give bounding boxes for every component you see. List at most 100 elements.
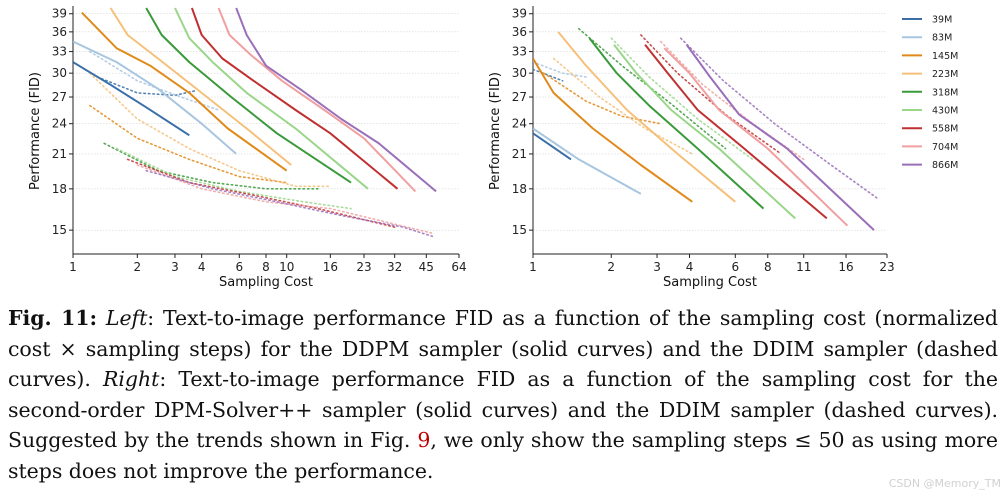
y-tick-label: 33 xyxy=(52,45,67,59)
figure-caption: Fig. 11: Left: Text-to-image performance… xyxy=(8,303,998,486)
y-tick-label: 18 xyxy=(52,182,67,196)
x-tick-label: 4 xyxy=(686,260,694,274)
series-line-83M xyxy=(73,40,237,155)
chart-legend: 39M 83M 145M 223M 318M 430M 558M 704M 866M xyxy=(902,15,958,171)
caption-left-label: Left xyxy=(105,306,148,330)
caption-right-text-1: : Text-to-image performance FID as a fun… xyxy=(8,367,998,452)
dashed-series-line-145M xyxy=(542,72,662,125)
dashed-series-line-318M xyxy=(103,142,319,190)
y-axis-label: Performance (FID) xyxy=(28,72,43,190)
dashed-series-line-558M xyxy=(126,158,396,228)
y-tick-label: 24 xyxy=(52,117,67,131)
series-line-318M xyxy=(588,37,765,210)
x-tick-label: 8 xyxy=(262,260,270,274)
series-line-39M xyxy=(73,61,190,137)
x-axis-label: Sampling Cost xyxy=(663,275,757,290)
x-tick-label: 8 xyxy=(764,260,772,274)
series-line-430M xyxy=(613,44,796,220)
dashed-series-line-83M xyxy=(533,61,587,78)
x-tick-label: 10 xyxy=(279,260,294,274)
caption-left-text: : Text-to-image performance FID as a fun… xyxy=(8,306,998,391)
series-line-39M xyxy=(533,132,572,161)
y-tick-label: 21 xyxy=(52,147,67,161)
caption-right-label: Right xyxy=(103,367,160,391)
dashed-series-line-39M xyxy=(96,76,198,97)
x-tick-label: 3 xyxy=(653,260,661,274)
dashed-series-line-558M xyxy=(640,34,782,155)
series-line-145M xyxy=(533,57,693,203)
y-tick-label: 39 xyxy=(512,7,527,21)
y-tick-label: 33 xyxy=(512,45,527,59)
x-tick-label: 3 xyxy=(171,260,179,274)
legend-label-223M: 223M xyxy=(932,69,958,80)
legend-label-430M: 430M xyxy=(932,106,958,117)
x-tick-label: 2 xyxy=(134,260,142,274)
legend-label-318M: 318M xyxy=(932,87,958,98)
y-tick-label: 30 xyxy=(52,66,67,80)
x-tick-label: 45 xyxy=(419,260,434,274)
dashed-series-line-223M xyxy=(89,72,332,188)
y-tick-label: 39 xyxy=(52,7,67,21)
series-line-145M xyxy=(81,11,288,172)
x-tick-label: 2 xyxy=(607,260,615,274)
plot-area xyxy=(73,7,437,238)
legend-label-558M: 558M xyxy=(932,124,958,135)
y-tick-label: 15 xyxy=(512,223,527,237)
legend-label-704M: 704M xyxy=(932,142,958,153)
series-line-866M xyxy=(685,44,875,231)
dashed-series-line-223M xyxy=(552,57,694,155)
legend-label-39M: 39M xyxy=(932,15,952,26)
watermark: CSDN @Memory_TM xyxy=(888,477,1001,490)
series-line-318M xyxy=(145,7,352,184)
caption-figure-reference[interactable]: 9 xyxy=(417,428,431,452)
y-tick-label: 36 xyxy=(52,25,67,39)
dashed-series-line-704M xyxy=(659,40,805,161)
series-line-430M xyxy=(174,7,369,190)
x-tick-label: 16 xyxy=(323,260,338,274)
dashed-series-line-145M xyxy=(89,104,288,184)
x-tick-label: 64 xyxy=(451,260,466,274)
y-axis-label: Performance (FID) xyxy=(488,72,503,190)
dashed-series-line-704M xyxy=(136,164,434,234)
x-tick-label: 32 xyxy=(387,260,402,274)
x-tick-label: 23 xyxy=(356,260,371,274)
y-tick-label: 21 xyxy=(512,147,527,161)
series-line-704M xyxy=(217,7,417,193)
y-tick-label: 15 xyxy=(52,223,67,237)
series-line-558M xyxy=(644,44,828,220)
dashed-series-line-39M xyxy=(533,68,564,82)
y-tick-label: 27 xyxy=(512,90,527,104)
caption-fig-label: Fig. 11: xyxy=(8,306,98,330)
legend-label-866M: 866M xyxy=(932,160,958,171)
series-line-866M xyxy=(235,7,437,193)
x-tick-label: 4 xyxy=(198,260,206,274)
y-tick-label: 36 xyxy=(512,25,527,39)
series-line-704M xyxy=(663,47,849,227)
y-tick-label: 18 xyxy=(512,182,527,196)
caption-right-text-2: , we only show the sampling steps ≤ 50 a… xyxy=(8,428,998,483)
x-tick-label: 11 xyxy=(796,260,811,274)
x-tick-label: 23 xyxy=(879,260,894,274)
y-tick-label: 30 xyxy=(512,66,527,80)
dashed-series-line-866M xyxy=(145,169,434,238)
x-tick-label: 1 xyxy=(529,260,537,274)
series-line-223M xyxy=(557,31,736,203)
x-axis-label: Sampling Cost xyxy=(219,275,313,290)
dashed-series-line-430M xyxy=(115,147,352,210)
x-tick-label: 1 xyxy=(69,260,77,274)
y-tick-label: 27 xyxy=(52,90,67,104)
x-tick-label: 16 xyxy=(838,260,853,274)
x-tick-label: 6 xyxy=(731,260,739,274)
plot-area xyxy=(533,27,878,231)
legend-label-145M: 145M xyxy=(932,51,958,62)
series-line-558M xyxy=(190,7,399,190)
dashed-series-line-430M xyxy=(610,37,754,161)
series-line-223M xyxy=(109,7,292,166)
y-tick-label: 24 xyxy=(512,117,527,131)
x-tick-label: 6 xyxy=(235,260,243,274)
series-line-83M xyxy=(533,127,642,195)
